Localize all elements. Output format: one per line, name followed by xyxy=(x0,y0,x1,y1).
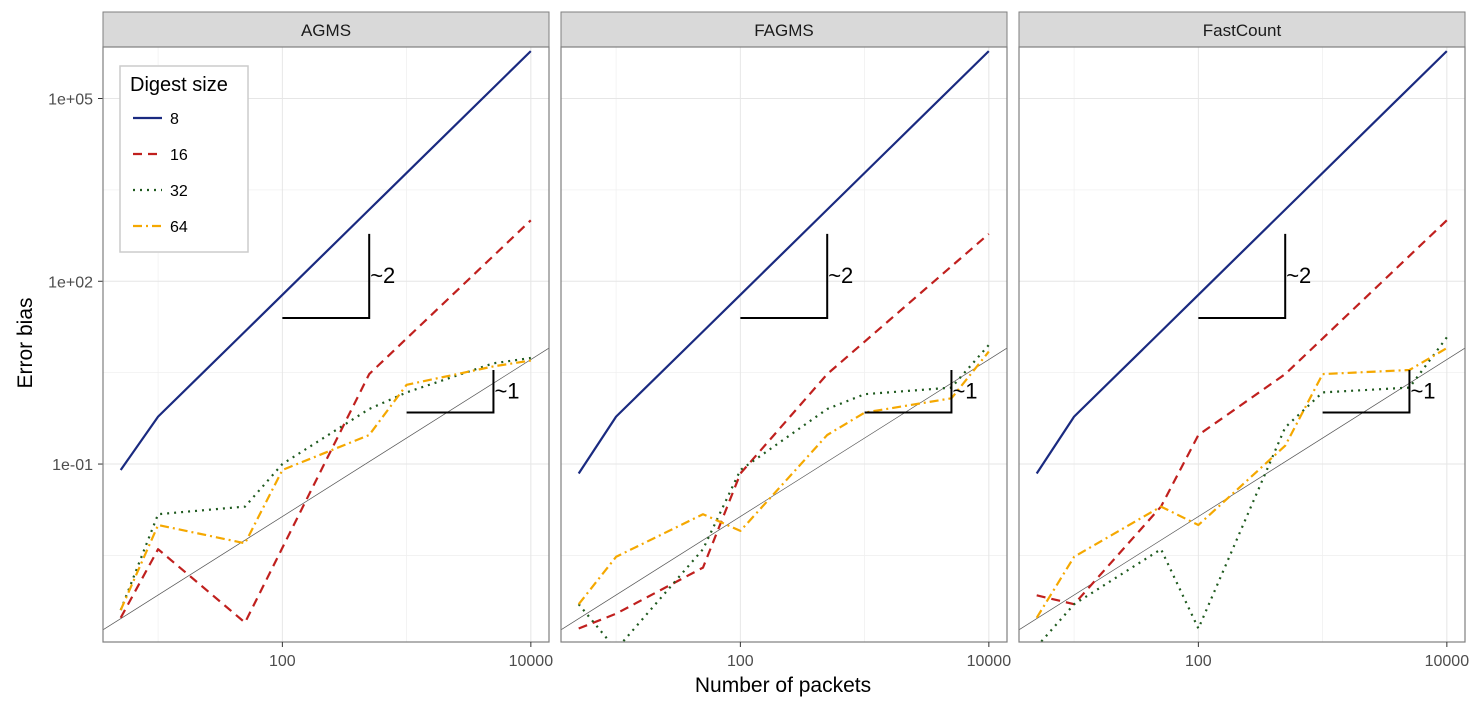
plot-area xyxy=(1019,47,1465,642)
panel-border xyxy=(1018,46,1466,643)
x-tick-label: 100 xyxy=(727,653,754,670)
legend-label: 8 xyxy=(170,111,179,128)
panel-title: FAGMS xyxy=(754,21,814,40)
reference-line xyxy=(103,347,549,631)
plot-area xyxy=(561,47,1007,642)
legend-label: 16 xyxy=(170,147,188,164)
panel-strip xyxy=(560,11,1008,48)
x-tick-label: 10000 xyxy=(967,653,1012,670)
reference-line xyxy=(561,347,1007,631)
slope-label: ~2 xyxy=(828,263,853,288)
slope-triangle xyxy=(1322,369,1411,414)
x-tick-label: 10000 xyxy=(509,653,554,670)
slope-triangle xyxy=(406,369,495,414)
slope-label: ~1 xyxy=(1410,378,1435,403)
plot-content xyxy=(103,50,549,631)
y-tick-label: 1e-01 xyxy=(52,457,93,474)
plot-content xyxy=(561,50,1007,642)
slope-triangle xyxy=(282,233,371,319)
y-tick-label: 1e+05 xyxy=(48,91,93,108)
series-line-16 xyxy=(119,219,532,624)
series-line-16 xyxy=(578,233,990,630)
panel-strip xyxy=(102,11,550,48)
slope-triangle xyxy=(864,369,953,414)
slope-label: ~2 xyxy=(1286,263,1311,288)
series-line-32 xyxy=(577,344,990,642)
x-tick-label: 100 xyxy=(1185,653,1212,670)
series-line-8 xyxy=(1035,50,1448,475)
panel-border xyxy=(102,46,550,643)
series-line-8 xyxy=(119,50,532,471)
gridlines xyxy=(103,47,549,642)
panel-title: AGMS xyxy=(301,21,351,40)
legend-label: 64 xyxy=(170,219,188,236)
x-tick-label: 10000 xyxy=(1425,653,1470,670)
legend: Digest size 8 16 32 64 xyxy=(119,65,249,253)
plot-content xyxy=(1019,50,1465,642)
slope-label: ~2 xyxy=(370,263,395,288)
legend-box xyxy=(119,65,249,253)
series-line-8 xyxy=(577,50,990,475)
x-tick-label: 100 xyxy=(269,653,296,670)
panel-border xyxy=(560,46,1008,643)
y-tick-label: 1e+02 xyxy=(48,274,93,291)
gridlines xyxy=(1019,47,1465,642)
legend-title: Digest size xyxy=(130,74,228,96)
series-line-32 xyxy=(1039,336,1448,642)
x-axis-title: Number of packets xyxy=(695,674,871,697)
panel-fastcount: FastCount ~2 ~1 100 10000 xyxy=(1018,11,1470,670)
legend-label: 32 xyxy=(170,183,188,200)
y-axis-title: Error bias xyxy=(14,297,37,388)
slope-label: ~1 xyxy=(494,378,519,403)
panel-title: FastCount xyxy=(1203,21,1282,40)
panel-fagms: FAGMS ~2 ~1 100 10000 xyxy=(560,11,1012,670)
slope-label: ~1 xyxy=(952,378,977,403)
series-line-64 xyxy=(577,350,990,605)
slope-triangle xyxy=(1198,233,1287,319)
slope-triangle xyxy=(740,233,829,319)
panels-layer: 1e-01 1e+02 1e+05 AGMS ~2 ~1 100 10000 FAGMS ~2 ~1… xyxy=(48,11,1470,670)
series-line-64 xyxy=(1035,347,1448,619)
series-line-64 xyxy=(119,359,531,611)
panel-strip xyxy=(1018,11,1466,48)
gridlines xyxy=(561,47,1007,642)
series-line-16 xyxy=(1036,219,1448,606)
